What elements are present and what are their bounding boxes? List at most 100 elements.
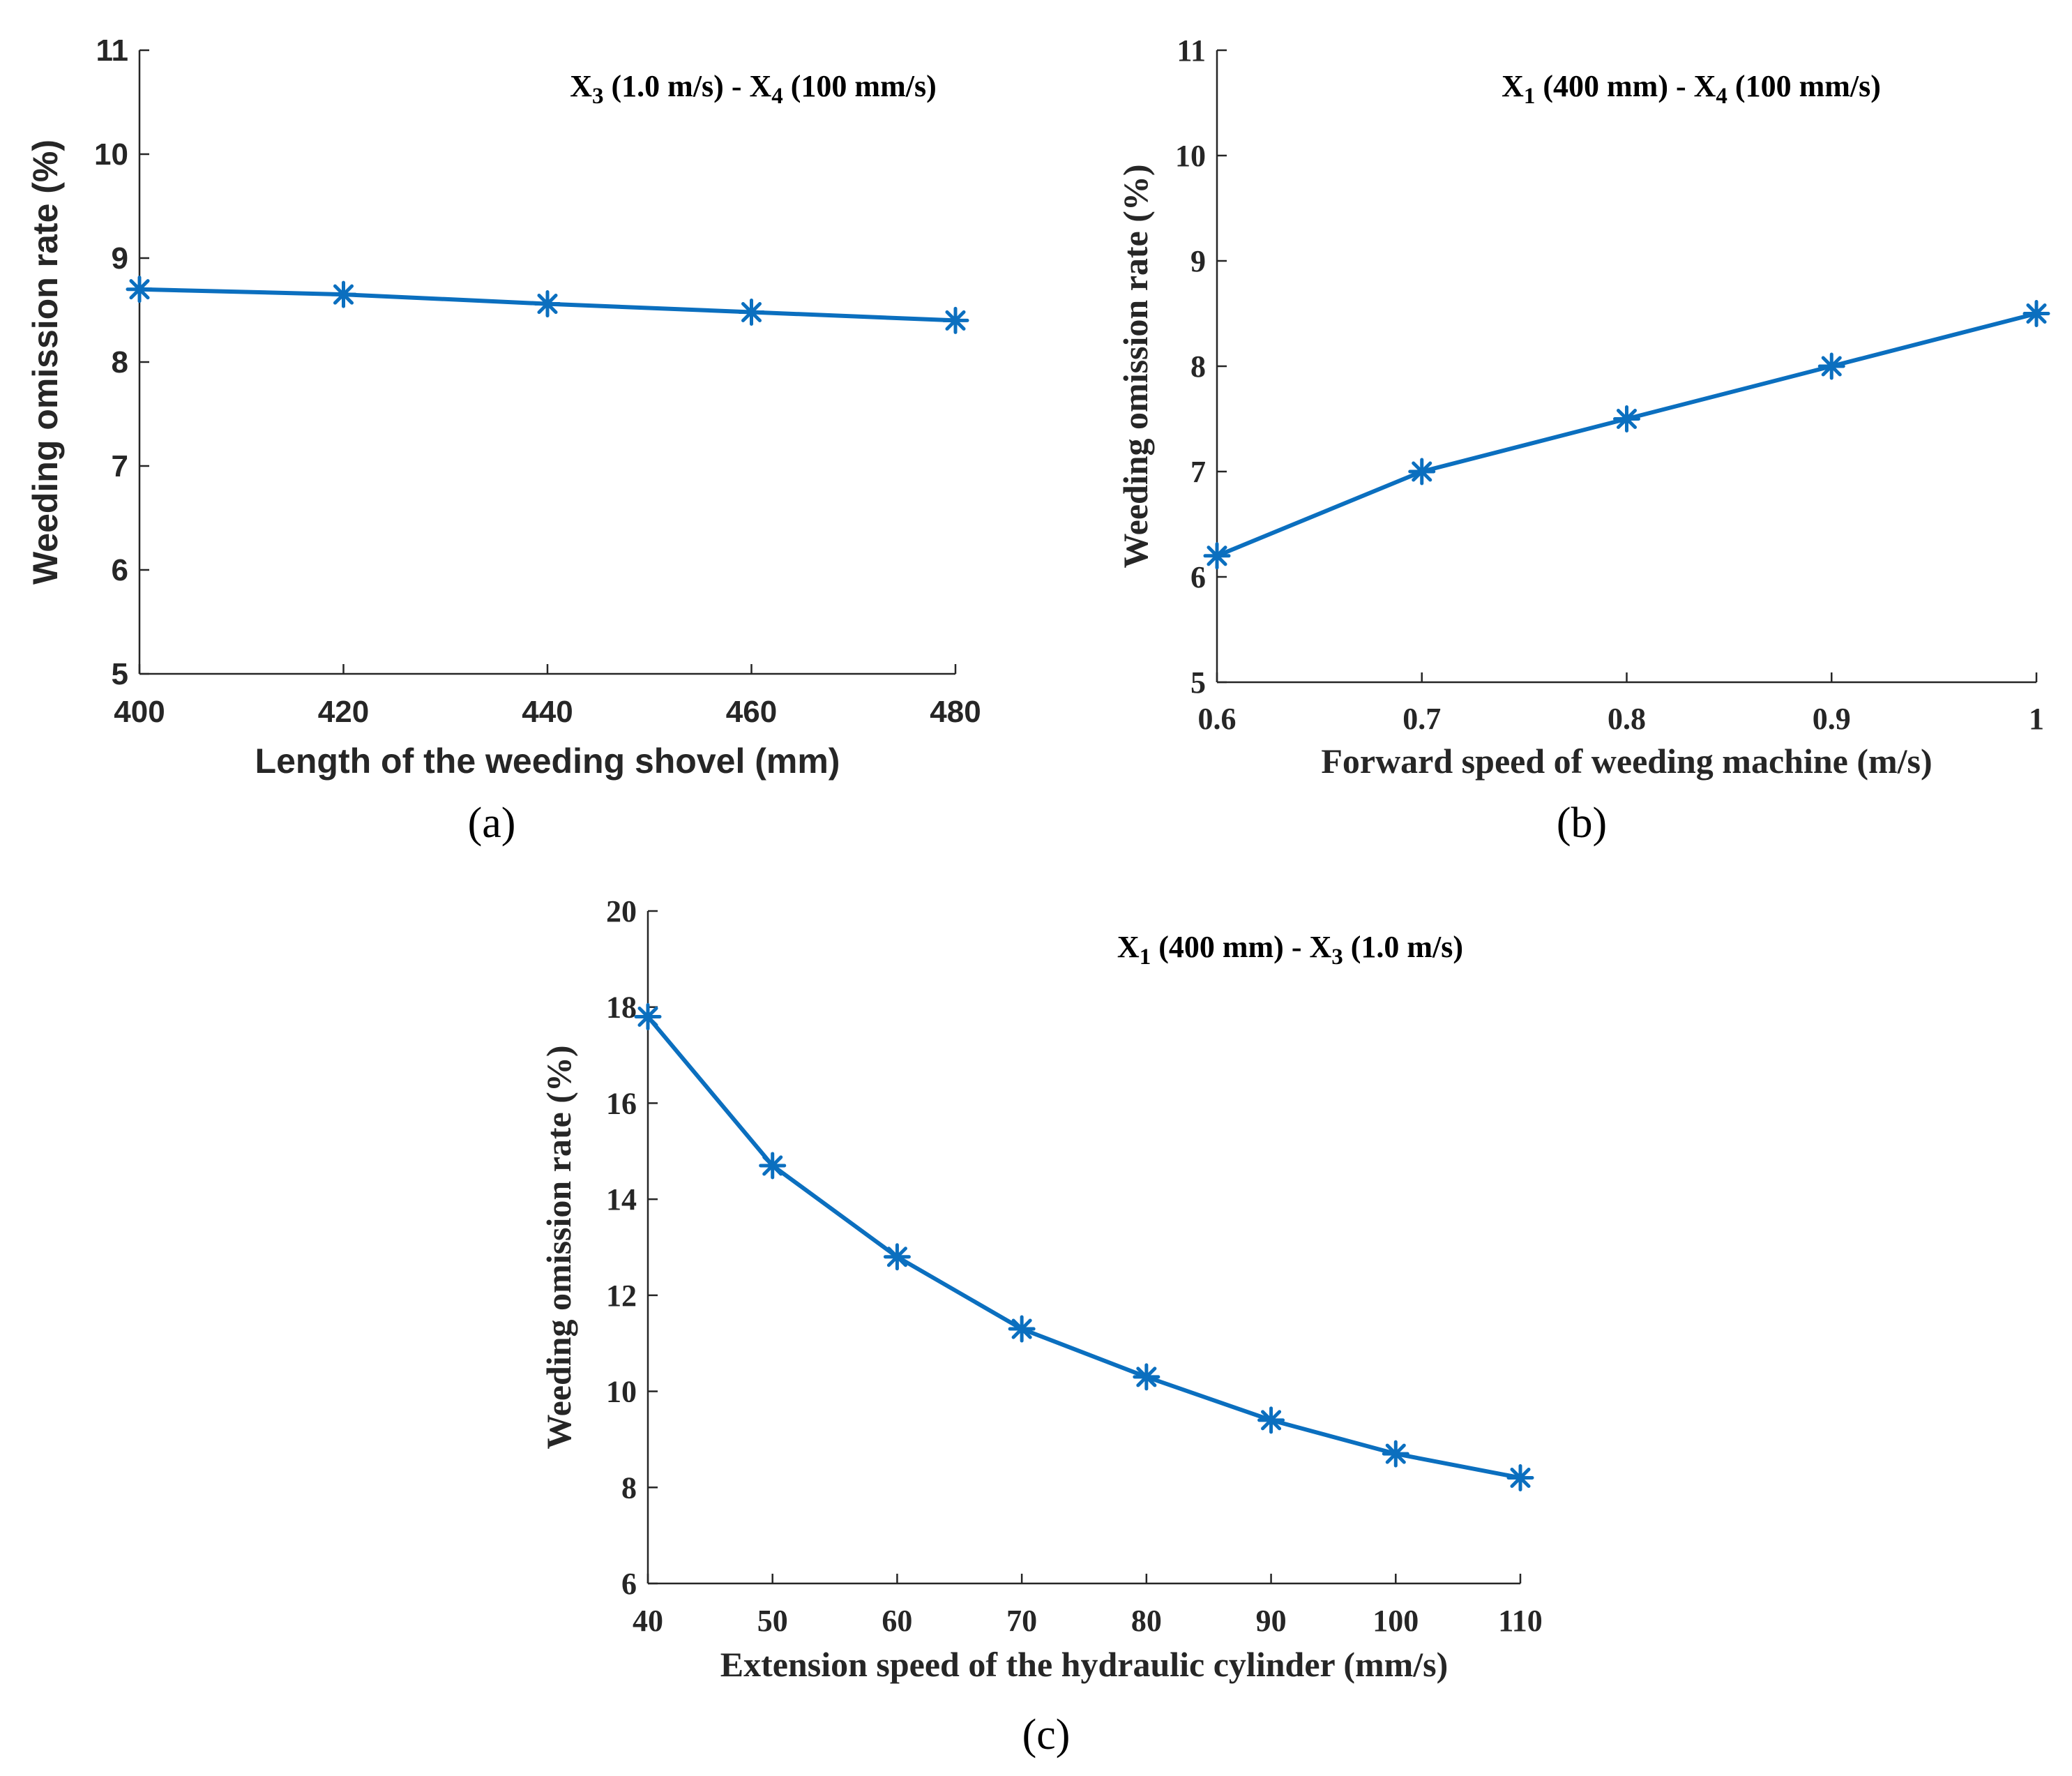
y-tick-label: 7 [1190,455,1206,489]
marker-stroke [1011,1318,1032,1339]
x-tick-label: 420 [318,695,369,729]
series-line [646,1014,1522,1480]
title-segment: (100 mm/s) [1727,69,1881,103]
title-segment: X [1502,69,1524,103]
data-point [1613,405,1640,432]
caption-b: (b) [1557,799,1607,847]
y-tick-label: 9 [1190,244,1206,278]
panel-c: 6 8 10 12 14 16 18 20 40 50 60 70 80 90 100 110 Extensio… [539,894,1543,1684]
marker-stroke [945,310,966,331]
marker-stroke [1412,461,1432,482]
y-tick-label: 11 [1177,33,1206,68]
x-tick-label: 0.6 [1198,702,1237,736]
title-segment: (100 mm/s) [783,69,937,103]
x-axis-label: Forward speed of weeding machine (m/s) [1321,742,1932,781]
x-tick-label: 110 [1498,1604,1543,1638]
data-point [942,306,969,334]
marker-stroke [1207,545,1227,566]
x-tick-label: 0.7 [1402,702,1441,736]
y-tick-label: 8 [1190,349,1206,384]
y-tick-label: 10 [94,137,128,172]
title-segment: X [1117,930,1140,964]
x-tick-label: 440 [522,695,573,729]
marker-stroke [1261,1410,1282,1431]
y-axis-label: Weeding omission rate (%) [1116,164,1155,568]
marker-stroke [637,1006,658,1028]
data-point [1008,1315,1036,1343]
title-segment: (400 mm) - X [1535,69,1716,103]
x-tick-label: 0.9 [1813,702,1851,736]
y-tick-label: 9 [112,241,128,276]
x-tick-label: 0.8 [1608,702,1646,736]
x-tick-label: 40 [633,1604,663,1638]
x-tick-label: 100 [1372,1604,1419,1638]
data-point [1408,458,1436,486]
marker-stroke [741,301,762,323]
y-tick-label: 5 [1190,665,1206,700]
marker-stroke [762,1155,783,1176]
marker-stroke [537,294,558,315]
y-tick-label: 8 [621,1470,637,1505]
title-subscript: 1 [1140,945,1151,970]
marker-stroke [1616,408,1638,430]
title-subscript: 4 [1716,84,1727,109]
marker-stroke [1385,1443,1406,1464]
y-tick-label: 5 [112,657,128,691]
marker-stroke [2026,303,2047,324]
caption-c: (c) [1022,1711,1071,1759]
title-segment: X [570,69,592,103]
title-segment: (1.0 m/s) [1343,930,1463,964]
chart-title: X3 (1.0 m/s) - X4 (100 mm/s) [570,69,936,109]
x-tick-label: 460 [726,695,777,729]
x-tick-label: 400 [114,695,165,729]
y-tick-label: 10 [606,1375,637,1409]
y-axis-label: Weeding omission rate (%) [26,140,65,585]
marker-stroke [1821,356,1842,377]
y-tick-label: 6 [621,1567,637,1601]
series-line [1215,311,2039,558]
marker-stroke [886,1247,907,1267]
x-tick-label: 50 [757,1604,788,1638]
y-tick-label: 10 [1175,139,1206,173]
x-tick-label: 60 [882,1604,912,1638]
y-axis-label: Weeding omission rate (%) [539,1045,578,1449]
data-point [1133,1363,1160,1391]
x-tick-label: 1 [2029,702,2044,736]
title-segment: (400 mm) - X [1151,930,1331,964]
data-point [759,1152,787,1180]
y-tick-label: 11 [96,33,128,68]
data-point [634,1002,662,1030]
panel-b: 5 6 7 8 9 10 11 0.6 0.7 0.8 0.9 1 Forward speed of w… [1116,33,2050,781]
y-tick-label: 18 [606,991,637,1025]
y-tick-label: 6 [112,553,128,587]
data-point [1506,1464,1534,1492]
marker-stroke [129,279,150,300]
y-tick-label: 12 [606,1279,637,1313]
title-segment: (1.0 m/s) - X [604,69,772,103]
title-subscript: 3 [592,84,604,109]
chart-title: X1 (400 mm) - X3 (1.0 m/s) [1117,930,1463,970]
x-tick-label: 80 [1131,1604,1162,1638]
title-subscript: 3 [1331,945,1343,970]
x-tick-label: 70 [1006,1604,1037,1638]
chart-title: X1 (400 mm) - X4 (100 mm/s) [1502,69,1881,109]
title-subscript: 1 [1524,84,1536,109]
marker-stroke [1136,1367,1157,1387]
y-tick-label: 20 [606,894,637,928]
caption-a: (a) [468,799,516,847]
x-tick-label: 480 [930,695,981,729]
data-point [126,276,153,303]
y-tick-label: 16 [606,1086,637,1120]
y-tick-label: 14 [606,1182,637,1217]
data-point [1382,1440,1409,1468]
marker-stroke [1510,1467,1531,1489]
data-point [2022,300,2050,327]
data-point [738,298,765,326]
y-tick-label: 7 [112,449,128,483]
panel-a: 5 6 7 8 9 10 11 400 420 440 460 480 Length of the we… [26,33,981,781]
y-tick-label: 6 [1190,560,1206,594]
y-tick-label: 8 [112,345,128,379]
data-point [1817,352,1845,380]
title-subscript: 4 [771,84,783,109]
